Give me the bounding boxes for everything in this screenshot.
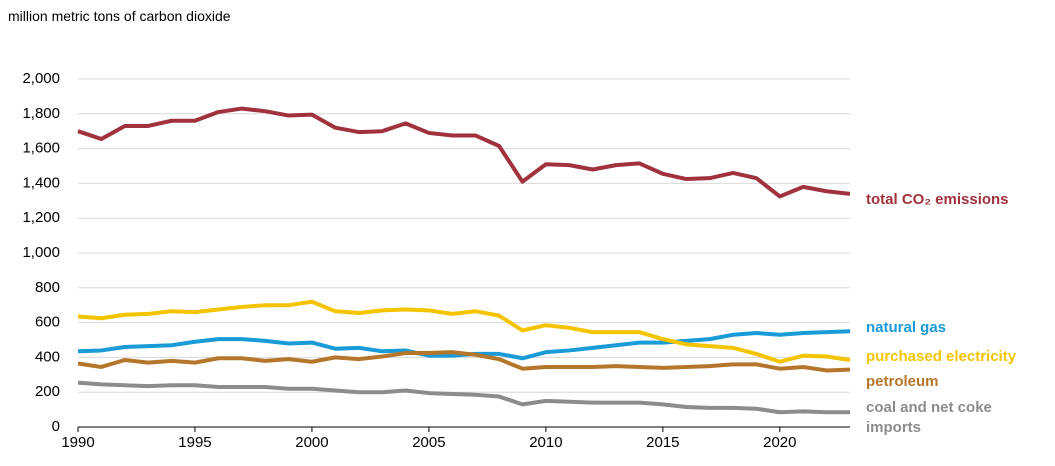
y-tick-label: 0 — [52, 418, 60, 435]
series-label: purchased electricity — [866, 348, 1017, 365]
series-line — [77, 350, 851, 373]
series-label: natural gas — [866, 319, 947, 336]
y-axis-label: million metric tons of carbon dioxide — [8, 8, 231, 24]
series-line — [77, 380, 850, 415]
series-label: total CO₂ emissions — [866, 191, 1009, 208]
y-tick-label: 1,400 — [22, 174, 60, 191]
series-label: petroleum — [866, 373, 939, 390]
y-tick-label: 600 — [35, 314, 60, 331]
y-tick-label: 800 — [35, 279, 60, 296]
y-tick-label: 2,000 — [22, 70, 60, 87]
y-tick-label: 1,200 — [22, 209, 60, 226]
y-tick-label: 400 — [35, 348, 60, 365]
x-tick-label: 2010 — [529, 434, 562, 451]
x-tick-label: 2015 — [646, 434, 679, 451]
x-tick-label: 2005 — [412, 434, 445, 451]
y-tick-label: 1,000 — [22, 244, 60, 261]
series-label: coal and net coke imports — [866, 399, 992, 436]
series-line — [77, 299, 851, 364]
x-tick-label: 2020 — [763, 434, 796, 451]
x-tick-label: 2000 — [295, 434, 328, 451]
y-tick-label: 200 — [35, 383, 60, 400]
x-tick-label: 1995 — [178, 434, 211, 451]
y-tick-label: 1,600 — [22, 140, 60, 157]
y-tick-label: 1,800 — [22, 105, 60, 122]
series-line — [77, 106, 851, 199]
x-tick-label: 1990 — [61, 434, 94, 451]
